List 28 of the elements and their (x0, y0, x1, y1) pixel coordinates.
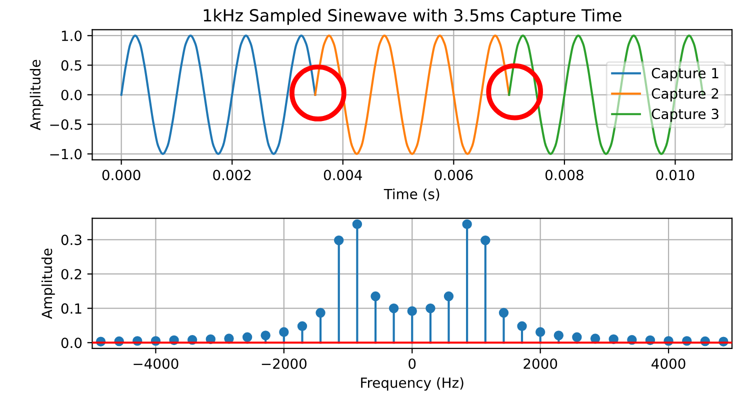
y-tick-label: −1.0 (50, 148, 82, 160)
legend-label: Capture 1 (652, 68, 718, 82)
x-tick-label: −2000 (262, 358, 306, 369)
y-tick-label: 0.0 (61, 90, 82, 100)
x-tick-label: 0.000 (102, 170, 140, 180)
x-tick-label: −4000 (134, 358, 178, 369)
x-axis-title: Time (s) (384, 188, 440, 201)
y-tick-label: −0.5 (50, 119, 82, 130)
y-axis-title: Amplitude (41, 248, 55, 319)
y-tick-label: 1.0 (62, 30, 82, 42)
x-axis-title: Frequency (Hz) (361, 377, 464, 391)
chart-title: 1kHz Sampled Sinewave with 3.5ms Capture Time (204, 8, 622, 25)
y-tick-label: 0.5 (61, 60, 82, 71)
y-tick-label: 0.3 (61, 234, 82, 246)
x-tick-label: 4000 (652, 358, 686, 369)
y-tick-label: 0.0 (61, 338, 82, 348)
x-tick-label: 2000 (524, 358, 558, 369)
legend-label: Capture 2 (652, 88, 718, 102)
x-tick-label: 0 (408, 358, 416, 369)
y-tick-label: 0.2 (61, 268, 82, 280)
x-tick-label: 0.002 (213, 170, 251, 180)
x-tick-label: 0.006 (434, 170, 473, 180)
x-tick-label: 0.008 (545, 170, 584, 180)
y-tick-label: 0.1 (61, 303, 82, 314)
legend-label: Capture 3 (652, 108, 718, 122)
x-tick-label: 0.004 (324, 170, 362, 180)
x-tick-label: 0.010 (656, 170, 694, 180)
y-axis-title: Amplitude (30, 60, 44, 130)
